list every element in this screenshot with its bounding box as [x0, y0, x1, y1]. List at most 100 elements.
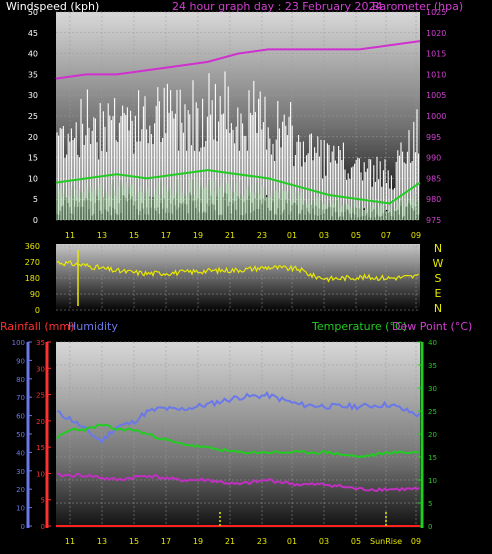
barometer-tick-label: 1005 — [426, 91, 446, 100]
wind-tick-label: 0 — [33, 216, 38, 225]
temperature-panel-bg — [56, 342, 420, 528]
temperature-tick-label: 15 — [428, 454, 437, 462]
humidity-tick-label: 60 — [16, 413, 25, 421]
wind-tick-label: 5 — [33, 195, 38, 204]
rainfall-tick-label: 25 — [36, 392, 45, 400]
rainfall-tick-label: 15 — [36, 444, 45, 452]
temperature-x-tick-label: 05 — [351, 537, 361, 546]
humidity-tick-label: 100 — [12, 339, 25, 347]
wind-axis-title: Windspeed (kph) — [6, 0, 99, 13]
humidity-tick-label: 10 — [16, 505, 25, 513]
humidity-tick-label: 50 — [16, 431, 25, 439]
wind-tick-label: 30 — [28, 91, 38, 100]
wind-average-bars — [56, 177, 420, 220]
wind-axis-ticks: 0 5 10 15 20 25 30 35 40 45 50 — [28, 8, 38, 225]
barometer-tick-label: 1025 — [426, 8, 446, 17]
compass-letter: E — [435, 287, 442, 300]
temperature-x-tick-label: 17 — [161, 537, 171, 546]
wind-x-tick-label: 23 — [257, 231, 267, 240]
compass-letter: N — [434, 302, 442, 315]
barometer-tick-label: 990 — [426, 154, 441, 163]
wind-tick-label: 50 — [28, 8, 38, 17]
barometer-line — [55, 40, 421, 80]
temperature-x-tick-label: 13 — [97, 537, 107, 546]
temperature-axis-ticks: 0 5 10 15 20 25 30 35 40 — [418, 339, 437, 531]
temperature-x-tick-label: 15 — [129, 537, 139, 546]
barometer-tick-label: 1000 — [426, 112, 446, 121]
wind-x-axis-labels: 11 13 15 17 19 21 23 01 03 05 07 09 — [65, 231, 421, 240]
temperature-tick-label: 5 — [428, 500, 432, 508]
temperature-line — [56, 423, 420, 459]
graph-date-title: 24 hour graph day : 23 February 2024 — [172, 0, 383, 13]
barometer-tick-label: 1015 — [426, 50, 446, 59]
temperature-axis-title: Temperature (°C) — [311, 320, 407, 333]
rainfall-tick-label: 5 — [41, 497, 45, 505]
barometer-axis-title: Barometer (hpa) — [372, 0, 463, 13]
wind-tick-label: 45 — [28, 29, 38, 38]
direction-tick-label: 360 — [25, 242, 40, 251]
temperature-x-tick-label: 01 — [287, 537, 297, 546]
temperature-x-tick-label: 21 — [225, 537, 235, 546]
temperature-x-tick-label: 03 — [319, 537, 329, 546]
temperature-x-tick-label: 09 — [411, 537, 421, 546]
direction-tick-label: 270 — [25, 258, 40, 267]
wind-trend-line — [55, 169, 421, 205]
rainfall-axis-title: Rainfall (mm) — [0, 320, 74, 333]
wind-x-tick-label: 19 — [193, 231, 203, 240]
barometer-tick-label: 1010 — [426, 70, 446, 79]
rainfall-tick-label: 0 — [41, 523, 45, 531]
wind-x-tick-label: 21 — [225, 231, 235, 240]
wind-tick-label: 40 — [28, 50, 38, 59]
wind-x-tick-label: 13 — [97, 231, 107, 240]
humidity-tick-label: 30 — [16, 468, 25, 476]
barometer-tick-label: 1020 — [426, 29, 446, 38]
barometer-tick-label: 980 — [426, 195, 441, 204]
direction-tick-label: 90 — [30, 290, 40, 299]
temperature-tick-label: 30 — [428, 385, 437, 393]
wind-x-tick-label: 07 — [381, 231, 391, 240]
temperature-tick-label: 40 — [428, 339, 437, 347]
compass-letter: S — [435, 272, 442, 285]
temperature-tick-label: 25 — [428, 408, 437, 416]
humidity-axis-title: Humidity — [68, 320, 118, 333]
wind-tick-label: 10 — [28, 174, 38, 183]
humidity-tick-label: 80 — [16, 376, 25, 384]
temperature-tick-label: 35 — [428, 362, 437, 370]
rainfall-tick-label: 20 — [36, 418, 45, 426]
barometer-axis-ticks: 975 980 985 990 995 1000 1005 1010 1015 1020 1025 — [426, 8, 446, 225]
humidity-tick-label: 20 — [16, 486, 25, 494]
wind-tick-label: 20 — [28, 133, 38, 142]
rainfall-tick-label: 30 — [36, 365, 45, 373]
compass-letter: W — [433, 257, 444, 270]
temperature-x-tick-label: 19 — [193, 537, 203, 546]
direction-tick-label: 180 — [25, 274, 40, 283]
wind-x-tick-label: 09 — [411, 231, 421, 240]
barometer-tick-label: 985 — [426, 174, 441, 183]
wind-x-tick-label: 17 — [161, 231, 171, 240]
temperature-tick-label: 20 — [428, 431, 437, 439]
humidity-tick-label: 90 — [16, 357, 25, 365]
humidity-line — [56, 390, 421, 445]
temperature-x-axis-labels: 11 13 15 17 19 21 23 01 03 05 09 — [65, 537, 421, 546]
wind-tick-label: 25 — [28, 112, 38, 121]
wind-x-tick-label: 01 — [287, 231, 297, 240]
rainfall-axis-ticks: 0 5 10 15 20 25 30 35 — [36, 339, 51, 531]
rainfall-tick-label: 10 — [36, 470, 45, 478]
compass-letter: N — [434, 242, 442, 255]
direction-panel-grid — [56, 245, 420, 311]
wind-x-tick-label: 11 — [65, 231, 75, 240]
temperature-x-tick-label: 11 — [65, 537, 75, 546]
direction-tick-label: 0 — [35, 306, 40, 315]
wind-x-tick-label: 05 — [351, 231, 361, 240]
humidity-tick-label: 40 — [16, 449, 25, 457]
wind-tick-label: 15 — [28, 154, 38, 163]
wind-tick-label: 35 — [28, 70, 38, 79]
humidity-tick-label: 0 — [21, 523, 25, 531]
humidity-axis-ticks: 0 10 20 30 40 50 60 70 80 90 100 — [12, 339, 32, 531]
direction-axis-ticks: 0 90 180 270 360 — [25, 242, 40, 315]
temperature-tick-label: 0 — [428, 523, 432, 531]
dewpoint-line — [56, 472, 420, 493]
sunrise-label: SunRise — [370, 537, 402, 546]
dewpoint-axis-title: Dew Point (°C) — [392, 320, 472, 333]
